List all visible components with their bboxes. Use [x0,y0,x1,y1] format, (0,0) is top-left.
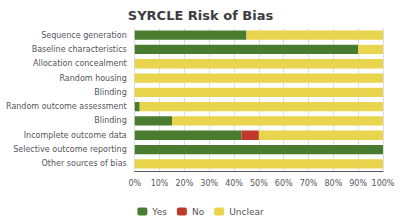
svg-text:No: No [192,207,205,217]
svg-text:Blinding: Blinding [94,116,126,125]
svg-text:Unclear: Unclear [229,207,264,217]
svg-text:20%: 20% [175,179,193,188]
svg-text:Blinding: Blinding [94,88,126,97]
svg-text:Baseline characteristics: Baseline characteristics [32,45,127,54]
svg-text:90%: 90% [349,179,367,188]
svg-text:Random outcome assessment: Random outcome assessment [6,102,127,111]
svg-text:50%: 50% [250,179,268,188]
svg-text:0%: 0% [128,179,141,188]
svg-text:Selective outcome reporting: Selective outcome reporting [13,145,127,154]
svg-text:80%: 80% [324,179,342,188]
svg-text:Yes: Yes [151,207,167,217]
svg-text:Other sources of bias: Other sources of bias [42,159,127,168]
svg-text:60%: 60% [275,179,293,188]
svg-text:Allocation concealment: Allocation concealment [33,59,127,68]
svg-text:10%: 10% [151,179,169,188]
svg-text:SYRCLE Risk of Bias: SYRCLE Risk of Bias [128,8,274,23]
svg-text:Random housing: Random housing [59,74,126,83]
svg-text:30%: 30% [200,179,218,188]
svg-text:70%: 70% [300,179,318,188]
svg-text:40%: 40% [225,179,243,188]
svg-text:Incomplete outcome data: Incomplete outcome data [24,131,127,140]
svg-text:100%: 100% [372,179,395,188]
svg-text:Sequence generation: Sequence generation [41,31,127,40]
